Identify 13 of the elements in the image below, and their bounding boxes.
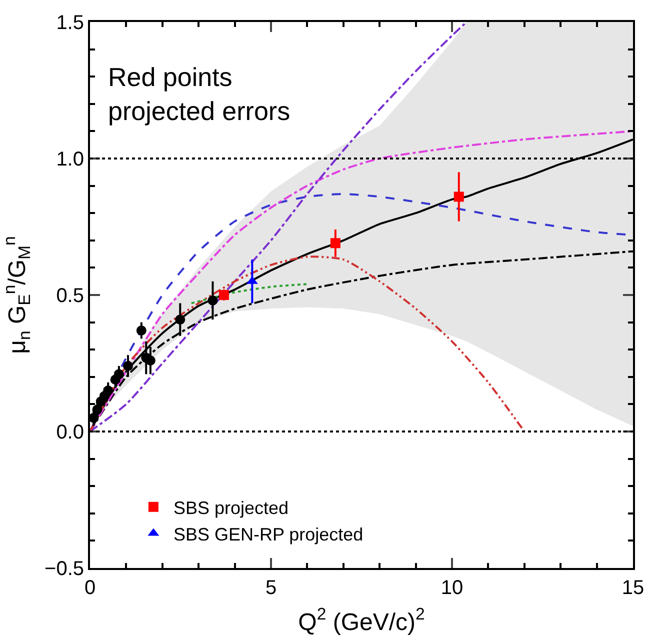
y-tick-label: −0.5 bbox=[44, 558, 84, 580]
y-tick-label: 1.0 bbox=[56, 148, 84, 170]
x-tick-label: 0 bbox=[84, 577, 96, 599]
x-tick-label: 10 bbox=[440, 577, 464, 599]
legend-label: SBS GEN-RP projected bbox=[173, 524, 364, 544]
y-tick-label: 1.5 bbox=[56, 12, 84, 34]
y-tick-label: 0.5 bbox=[56, 285, 84, 307]
x-axis-title: Q$^{2}$ (GeV/c)$^{2}$ bbox=[298, 604, 425, 636]
y-tick-label: 0.0 bbox=[56, 422, 84, 444]
legend-label: SBS projected bbox=[173, 498, 289, 518]
x-tick-label: 5 bbox=[265, 577, 277, 599]
x-tick-label: 15 bbox=[622, 577, 644, 599]
annotation: Red points projected errors bbox=[108, 62, 290, 126]
